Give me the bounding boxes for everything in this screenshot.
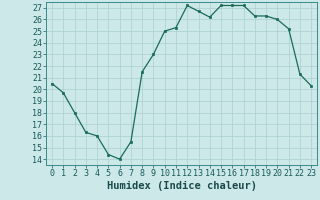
X-axis label: Humidex (Indice chaleur): Humidex (Indice chaleur): [107, 181, 257, 191]
